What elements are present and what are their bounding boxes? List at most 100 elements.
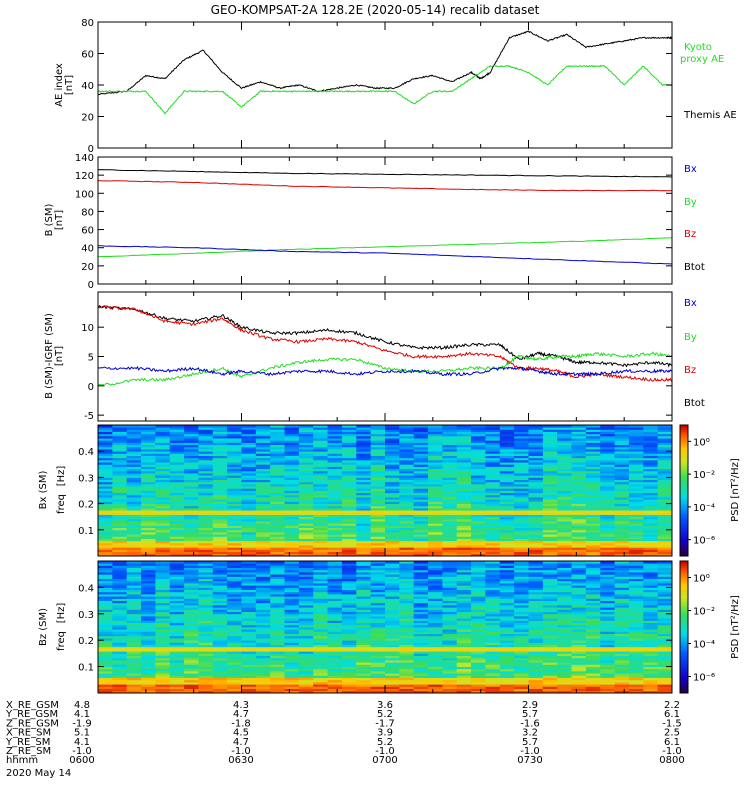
spectrogram-cell [184,499,199,502]
spectrogram-cell [356,449,372,452]
spectrogram-cell [514,435,529,439]
spectrogram-cell [385,492,400,496]
spectrogram-cell [270,477,285,480]
spectrogram-cell [112,551,128,555]
colorbar-step [680,464,688,467]
spectrogram-cell [442,598,458,601]
spectrogram-cell [270,466,285,470]
spectrogram-cell [485,477,501,480]
spectrogram-cell [528,507,544,511]
spectrogram-cell [571,609,587,612]
spectrogram-cell [327,594,343,597]
spectrogram-cell [112,464,128,467]
spectrogram-cell [313,668,328,672]
spectrogram-cell [413,591,429,595]
spectrogram-cell [428,510,443,513]
spectrogram-cell [112,451,128,454]
spectrogram-cell [428,457,443,461]
spectrogram-cell [270,682,285,685]
spectrogram-cell [585,598,601,601]
spectrogram-cell [399,505,415,509]
spectrogram-cell [284,580,300,584]
spectrogram-cell [643,462,659,465]
spectrogram-cell [112,690,128,694]
spectrogram-cell [184,435,199,439]
spectrogram-cell [198,679,214,683]
spectrogram-cell [528,605,544,608]
spectrogram-cell [499,438,515,441]
spectrogram-cell [542,551,558,555]
spectrogram-cell [442,542,458,546]
spectrogram-cell [528,549,544,553]
spectrogram-cell [600,682,615,685]
spectrogram-cell [126,523,142,526]
spectrogram-cell [542,679,558,683]
colorbar-step [680,553,688,557]
spectrogram-cell [499,477,515,480]
spectrogram-cell [284,688,300,692]
spectrogram-cell [614,644,630,648]
spectrogram-cell [356,600,372,604]
spectrogram-cell [341,616,357,619]
spectrogram-cell [155,580,171,584]
spectrogram-cell [600,503,615,507]
spectrogram-cell [456,576,472,579]
spectrogram-cell [643,605,659,608]
spectrogram-cell [141,624,156,628]
spectrogram-cell [169,638,185,641]
spectrogram-cell [112,446,128,450]
spectrogram-cell [270,646,285,650]
spectrogram-cell [413,594,429,597]
spectrogram-cell [542,613,558,617]
spectrogram-cell [198,451,214,454]
spectrogram-cell [370,686,386,689]
spectrogram-cell [542,435,558,439]
spectrogram-cell [98,523,113,526]
colorbar-step [680,523,688,526]
spectrogram-cell [571,553,587,557]
colorbar-step [680,440,688,443]
spectrogram-cell [528,642,544,645]
spectrogram-cell [327,690,343,694]
spectrogram-cell [370,540,386,544]
spectrogram-cell [385,536,400,539]
spectrogram-cell [270,622,285,626]
spectrogram-cell [657,451,673,454]
spectrogram-cell [514,594,529,597]
spectrogram-cell [212,499,228,502]
spectrogram-cell [341,653,357,656]
spectrogram-cell [169,492,185,496]
spectrogram-cell [614,602,630,606]
spectrogram-cell [528,514,544,518]
spectrogram-cell [298,609,314,612]
spectrogram-cell [428,677,443,681]
spectrogram-cell [241,578,257,582]
spectrogram-cell [571,468,587,472]
spectrogram-cell [141,531,156,535]
spectrogram-cell [643,622,659,626]
spectrogram-cell [313,688,328,692]
spectrogram-cell [126,657,142,661]
spectrogram-cell [112,644,128,648]
spectrogram-cell [628,684,644,687]
spectrogram-cell [499,483,515,487]
spectrogram-cell [284,473,300,476]
spectrogram-cell [542,664,558,667]
spectrogram-cell [341,483,357,487]
spectrogram-cell [643,649,659,652]
spectrogram-cell [399,542,415,546]
spectrogram-cell [428,565,443,568]
spectrogram-cell [428,600,443,604]
spectrogram-cell [471,514,486,518]
spectrogram-cell [198,620,214,623]
spectrogram-cell [385,561,400,564]
spectrogram-cell [169,668,185,672]
spectrogram-cell [270,435,285,439]
spectrogram-cell [528,662,544,665]
spectrogram-cell [413,618,429,621]
spectrogram-cell [514,644,529,648]
spectrogram-cell [628,688,644,692]
spectrogram-cell [370,600,386,604]
spectrogram-cell [155,585,171,588]
spectrogram-cell [557,510,572,513]
